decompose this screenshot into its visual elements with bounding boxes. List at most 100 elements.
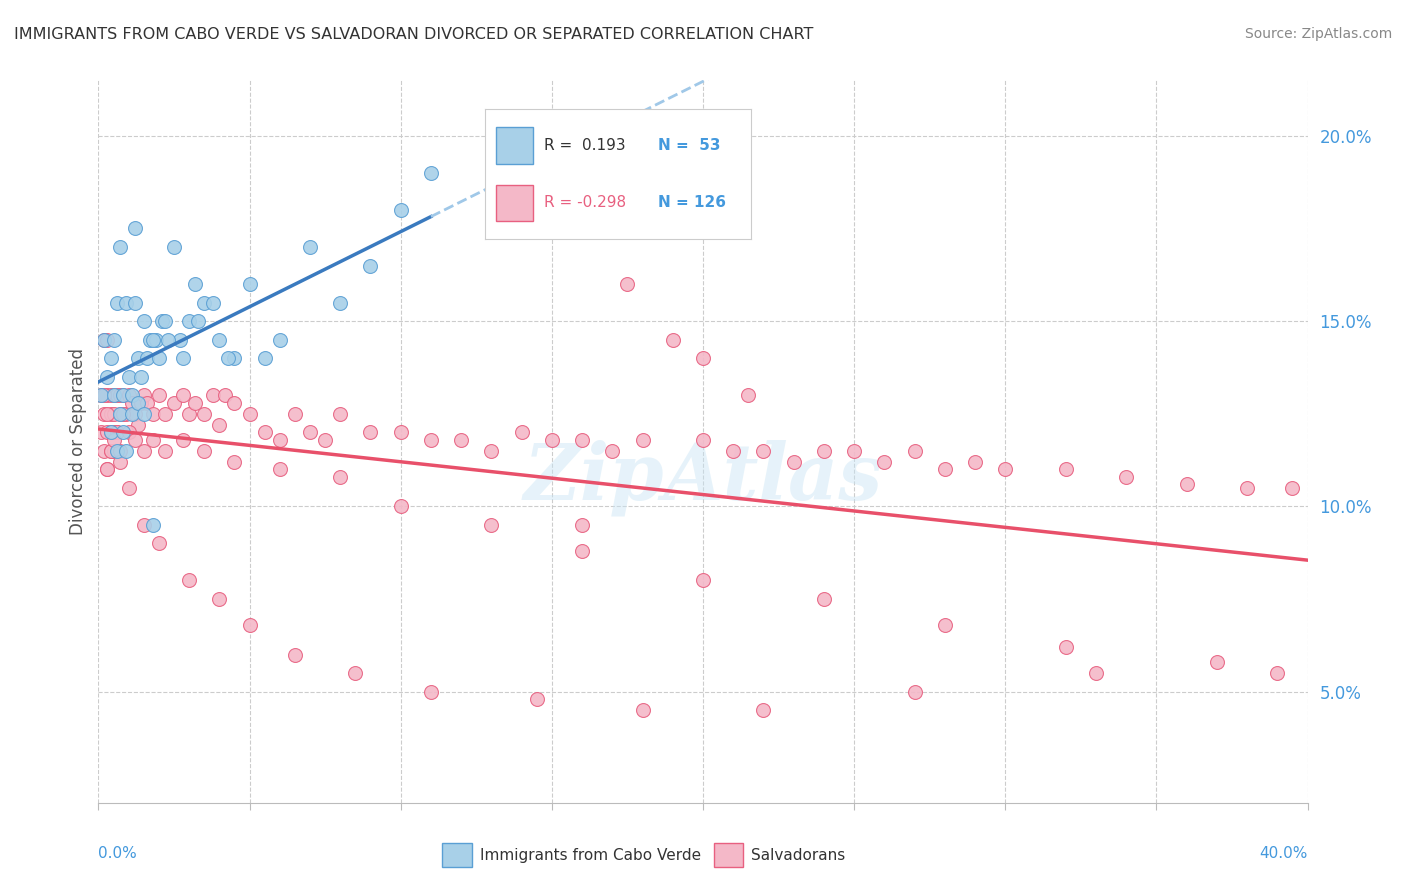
Point [193, 443, 215, 458]
Point [132, 388, 155, 402]
Point [1054, 462, 1077, 476]
Point [111, 407, 134, 421]
Text: IMMIGRANTS FROM CABO VERDE VS SALVADORAN DIVORCED OR SEPARATED CORRELATION CHART: IMMIGRANTS FROM CABO VERDE VS SALVADORAN… [14, 27, 814, 42]
Point [214, 388, 236, 402]
Point [156, 333, 179, 347]
Point [108, 443, 131, 458]
Point [269, 433, 291, 447]
Point [510, 425, 533, 440]
Point [571, 433, 593, 447]
Point [873, 455, 896, 469]
Point [96, 333, 118, 347]
Point [142, 333, 165, 347]
Point [100, 425, 122, 440]
Point [96, 369, 118, 384]
Point [103, 388, 125, 402]
Point [299, 240, 322, 254]
Point [96, 462, 118, 476]
Point [105, 388, 128, 402]
Point [692, 433, 714, 447]
Point [135, 351, 157, 366]
Point [114, 407, 136, 421]
Point [239, 407, 262, 421]
Point [253, 425, 276, 440]
Point [100, 388, 122, 402]
Point [129, 395, 152, 409]
Point [172, 388, 194, 402]
Point [723, 443, 745, 458]
Point [184, 277, 207, 291]
Point [661, 333, 683, 347]
Point [127, 351, 149, 366]
Point [202, 295, 225, 310]
Point [179, 574, 201, 588]
Point [1115, 469, 1137, 483]
Point [571, 544, 593, 558]
Point [96, 462, 118, 476]
Point [904, 684, 927, 698]
Point [100, 443, 122, 458]
Point [172, 433, 194, 447]
Point [329, 407, 352, 421]
Point [329, 469, 352, 483]
Point [118, 481, 141, 495]
Point [93, 388, 115, 402]
Point [329, 295, 352, 310]
Point [389, 500, 412, 514]
Point [965, 455, 987, 469]
Point [105, 425, 128, 440]
Point [108, 388, 131, 402]
Point [631, 703, 654, 717]
Point [844, 443, 866, 458]
Point [450, 433, 472, 447]
Point [121, 395, 143, 409]
Point [124, 221, 146, 235]
Point [752, 443, 775, 458]
Point [105, 425, 128, 440]
Point [179, 407, 201, 421]
Point [129, 369, 152, 384]
Point [389, 425, 412, 440]
Point [96, 425, 118, 440]
Point [132, 517, 155, 532]
Point [783, 455, 806, 469]
Point [269, 333, 291, 347]
Point [224, 395, 246, 409]
Point [105, 443, 128, 458]
Point [994, 462, 1017, 476]
Point [752, 703, 775, 717]
Point [100, 443, 122, 458]
Point [127, 395, 149, 409]
Point [100, 407, 122, 421]
Point [108, 455, 131, 469]
Point [737, 388, 759, 402]
Point [148, 536, 170, 550]
Point [148, 351, 170, 366]
Point [389, 202, 412, 217]
Point [692, 574, 714, 588]
Point [103, 333, 125, 347]
Point [661, 185, 683, 199]
Point [208, 333, 231, 347]
Point [111, 388, 134, 402]
Text: 40.0%: 40.0% [1260, 847, 1308, 861]
Point [208, 592, 231, 607]
Point [692, 351, 714, 366]
Point [132, 407, 155, 421]
Point [481, 517, 503, 532]
Point [571, 517, 593, 532]
Point [118, 369, 141, 384]
Point [169, 333, 191, 347]
Point [631, 433, 654, 447]
Point [103, 425, 125, 440]
Point [813, 443, 835, 458]
Point [145, 333, 167, 347]
Point [193, 407, 215, 421]
Point [1236, 481, 1258, 495]
Point [224, 351, 246, 366]
Point [127, 417, 149, 432]
Point [103, 388, 125, 402]
Point [114, 443, 136, 458]
Point [314, 433, 336, 447]
Point [93, 333, 115, 347]
